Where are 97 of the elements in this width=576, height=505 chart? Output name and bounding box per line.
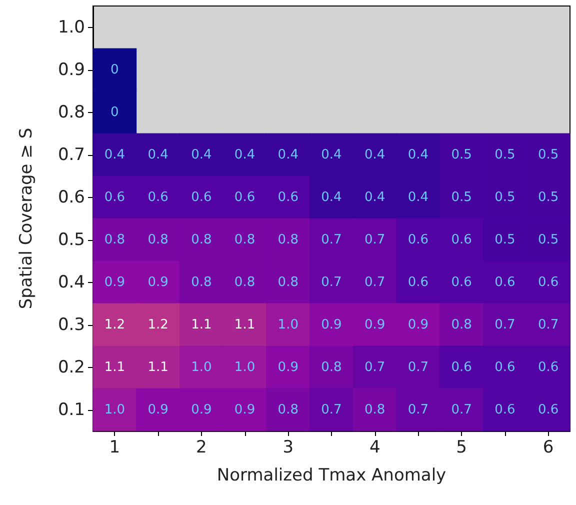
y-tick-label: 0.4 xyxy=(58,272,85,292)
data-label: 0.5 xyxy=(538,190,559,205)
data-label: 0.6 xyxy=(191,190,212,205)
data-label: 0 xyxy=(110,62,119,78)
data-label: 0.6 xyxy=(538,274,559,290)
y-tick-label: 0.7 xyxy=(58,144,85,165)
x-axis-title: Normalized Tmax Anomaly xyxy=(216,466,446,486)
data-label: 1.0 xyxy=(278,317,298,332)
y-tick-label: 0.1 xyxy=(58,400,85,420)
y-tick-label: 1.0 xyxy=(58,17,85,38)
data-label: 1.1 xyxy=(191,317,212,332)
x-tick-label: 6 xyxy=(542,438,554,458)
data-label: 0.5 xyxy=(494,232,516,248)
data-label: 0.5 xyxy=(494,147,516,162)
y-tick-label: 0.8 xyxy=(58,102,85,122)
data-label: 0.6 xyxy=(451,274,472,290)
data-label: 0.5 xyxy=(451,147,472,162)
data-label: 0.4 xyxy=(364,147,386,162)
data-label: 0.8 xyxy=(104,232,126,248)
data-label: 0.9 xyxy=(408,317,429,332)
data-label: 0.4 xyxy=(408,190,429,205)
y-tick-label: 0.6 xyxy=(58,187,85,208)
data-label: 0.8 xyxy=(234,274,256,290)
data-label: 0.4 xyxy=(278,147,298,162)
data-label: 0.6 xyxy=(538,360,559,375)
x-tick-label: 1 xyxy=(109,438,120,458)
data-label: 0.9 xyxy=(104,274,126,290)
data-label: 0.7 xyxy=(321,402,342,418)
y-axis-title: Spatial Coverage ≥ S xyxy=(16,128,36,310)
data-label: 0.8 xyxy=(364,402,386,418)
y-tick-label: 0.2 xyxy=(58,357,85,378)
data-label: 0.8 xyxy=(234,232,256,248)
data-label: 1.1 xyxy=(104,360,126,375)
data-label: 0.9 xyxy=(364,317,386,332)
data-label: 1.2 xyxy=(104,317,126,332)
data-label: 0.6 xyxy=(408,232,429,248)
data-label: 0.9 xyxy=(148,274,168,290)
data-label: 0.9 xyxy=(148,402,168,418)
data-label: 0.5 xyxy=(538,147,559,162)
data-label: 0.6 xyxy=(104,190,126,205)
data-label: 1.2 xyxy=(148,317,168,332)
data-label: 1.1 xyxy=(234,317,256,332)
data-label: 0.4 xyxy=(234,147,256,162)
data-label: 0.7 xyxy=(408,402,429,418)
data-label: 0.4 xyxy=(104,147,126,162)
data-label: 0.9 xyxy=(278,360,298,375)
data-label: 0.8 xyxy=(278,402,298,418)
data-label: 0.5 xyxy=(494,190,516,205)
data-label: 0.4 xyxy=(148,147,168,162)
data-label: 0.6 xyxy=(494,360,516,375)
x-tick-label: 2 xyxy=(196,438,207,458)
x-tick-label: 5 xyxy=(456,438,468,458)
data-label: 0.6 xyxy=(451,232,472,248)
data-label: 0.6 xyxy=(494,402,516,418)
data-label: 0 xyxy=(110,104,119,120)
data-label: 0.7 xyxy=(321,274,342,290)
data-label: 0.7 xyxy=(408,360,429,375)
data-label: 0.4 xyxy=(364,190,386,205)
data-label: 0.6 xyxy=(234,190,256,205)
data-label: 0.7 xyxy=(364,274,386,290)
data-label: 0.7 xyxy=(451,402,472,418)
data-label: 0.7 xyxy=(364,360,386,375)
data-label: 0.8 xyxy=(148,232,168,248)
y-tick-label: 0.3 xyxy=(58,314,85,335)
data-label: 0.9 xyxy=(191,402,212,418)
data-label: 0.4 xyxy=(191,147,212,162)
data-label: 0.7 xyxy=(494,317,516,332)
data-label: 0.8 xyxy=(191,232,212,248)
data-label: 0.6 xyxy=(278,190,298,205)
data-label: 1.0 xyxy=(234,360,256,375)
data-label: 0.8 xyxy=(191,274,212,290)
data-label: 0.8 xyxy=(278,232,298,248)
data-label: 0.4 xyxy=(321,147,342,162)
data-label: 0.5 xyxy=(538,232,559,248)
data-label: 0.6 xyxy=(451,360,472,375)
data-label: 0.8 xyxy=(451,317,472,332)
data-label: 1.1 xyxy=(148,360,168,375)
data-label: 0.7 xyxy=(321,232,342,248)
x-tick-label: 3 xyxy=(282,438,294,458)
data-label: 0.8 xyxy=(321,360,342,375)
data-label: 1.0 xyxy=(104,402,126,418)
data-label: 0.7 xyxy=(364,232,386,248)
y-tick-label: 0.9 xyxy=(58,60,85,80)
data-label: 1.0 xyxy=(191,360,212,375)
data-label: 0.9 xyxy=(321,317,342,332)
data-label: 0.6 xyxy=(494,274,516,290)
y-tick-label: 0.5 xyxy=(58,230,85,250)
data-label: 0.7 xyxy=(538,317,559,332)
data-label: 0.6 xyxy=(148,190,168,205)
data-label: 0.4 xyxy=(321,190,342,205)
data-label: 0.6 xyxy=(408,274,429,290)
data-label: 0.4 xyxy=(408,147,429,162)
data-label: 0.8 xyxy=(278,274,298,290)
data-label: 0.5 xyxy=(451,190,472,205)
data-label: 0.6 xyxy=(538,402,559,418)
x-tick-label: 4 xyxy=(369,438,380,458)
data-label: 0.9 xyxy=(234,402,256,418)
